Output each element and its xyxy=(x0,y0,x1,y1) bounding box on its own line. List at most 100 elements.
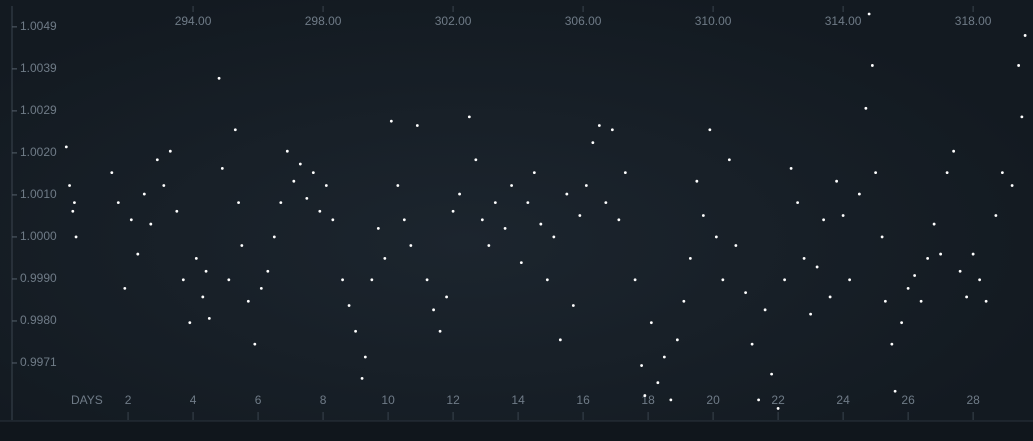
x-axis-label: DAYS xyxy=(71,393,103,407)
data-point xyxy=(237,201,240,205)
data-point xyxy=(240,244,244,247)
data-point xyxy=(815,265,819,269)
data-point xyxy=(188,321,192,325)
data-point xyxy=(503,226,507,230)
data-point xyxy=(584,184,588,187)
data-point xyxy=(822,218,826,222)
data-point xyxy=(318,209,322,213)
data-point xyxy=(945,171,949,175)
data-point xyxy=(1017,64,1021,67)
data-point xyxy=(874,171,878,175)
x-tick-label: 20 xyxy=(706,393,720,407)
x2-tick-label: 298.00 xyxy=(305,14,342,28)
data-point xyxy=(204,269,208,273)
data-point xyxy=(932,222,936,226)
data-point xyxy=(1020,115,1024,119)
data-point xyxy=(354,329,357,333)
data-point xyxy=(510,184,513,187)
data-point xyxy=(458,192,461,196)
x2-tick-label: 310.00 xyxy=(695,14,732,28)
data-point xyxy=(341,278,344,282)
y-tick-label: 1.0029 xyxy=(20,103,57,117)
data-point xyxy=(623,171,627,175)
data-point xyxy=(363,355,367,359)
data-point xyxy=(565,192,569,196)
data-point xyxy=(246,299,250,303)
data-point xyxy=(714,235,718,239)
x-tick-label: 8 xyxy=(320,393,327,407)
data-point xyxy=(279,201,283,205)
data-point xyxy=(708,128,712,132)
data-point xyxy=(123,286,127,290)
data-point xyxy=(539,222,543,226)
data-point xyxy=(744,291,748,295)
x-tick-label: 16 xyxy=(576,393,590,407)
data-point xyxy=(370,278,374,282)
data-point xyxy=(155,158,159,162)
data-point xyxy=(136,252,140,256)
data-point xyxy=(1023,34,1027,37)
data-point xyxy=(880,235,884,239)
data-point xyxy=(890,342,894,346)
data-point xyxy=(675,338,679,342)
data-point xyxy=(409,244,413,247)
data-point xyxy=(266,269,270,273)
data-point xyxy=(958,269,962,273)
footer-strip xyxy=(0,421,1033,441)
data-point xyxy=(383,256,387,260)
data-point xyxy=(597,124,601,127)
data-point xyxy=(604,201,608,205)
data-point xyxy=(848,278,852,282)
data-point xyxy=(526,201,530,205)
data-point xyxy=(532,171,536,175)
data-point xyxy=(233,128,237,132)
data-point xyxy=(116,201,120,205)
data-point xyxy=(110,171,114,175)
data-point xyxy=(292,179,296,183)
data-point xyxy=(978,278,982,282)
x-tick-label: 24 xyxy=(836,393,850,407)
data-point xyxy=(474,158,478,162)
x2-tick-label: 294.00 xyxy=(175,14,212,28)
data-point xyxy=(432,308,435,312)
data-point xyxy=(487,244,491,247)
data-point xyxy=(181,278,185,282)
x-tick-label: 14 xyxy=(511,393,525,407)
x-tick-label: 12 xyxy=(446,393,460,407)
data-point xyxy=(649,321,653,325)
y-tick-label: 0.9980 xyxy=(20,313,57,327)
data-point xyxy=(662,355,666,359)
data-point xyxy=(864,106,868,110)
data-point xyxy=(633,278,637,282)
x-tick-label: 26 xyxy=(901,393,915,407)
data-point xyxy=(259,286,263,290)
data-point xyxy=(480,218,484,222)
data-point xyxy=(347,304,351,307)
data-point xyxy=(142,192,146,196)
data-point xyxy=(445,295,448,299)
data-point xyxy=(71,209,75,213)
data-point xyxy=(919,299,923,303)
data-point xyxy=(558,338,562,342)
data-point xyxy=(311,171,315,175)
x2-tick-label: 306.00 xyxy=(565,14,602,28)
data-point xyxy=(389,119,393,123)
data-point xyxy=(750,342,754,346)
data-point xyxy=(757,398,761,402)
data-point xyxy=(796,201,800,205)
data-point xyxy=(695,179,699,183)
x-tick-label: 4 xyxy=(190,393,197,407)
x-tick-label: 22 xyxy=(771,393,785,407)
y-tick-label: 0.9990 xyxy=(20,271,57,285)
data-point xyxy=(331,218,335,222)
data-point xyxy=(578,214,582,217)
data-point xyxy=(857,192,861,196)
data-point xyxy=(870,64,874,67)
data-point xyxy=(994,214,998,217)
data-point xyxy=(640,364,643,367)
data-point xyxy=(201,295,205,299)
data-point xyxy=(841,214,845,217)
data-point xyxy=(617,218,621,222)
data-point xyxy=(900,321,904,325)
